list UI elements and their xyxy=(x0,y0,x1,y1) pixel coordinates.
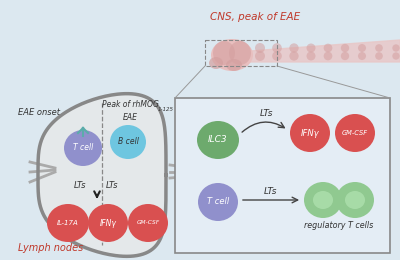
Text: regulatory T cells: regulatory T cells xyxy=(304,220,374,230)
Ellipse shape xyxy=(289,43,299,53)
Text: LTs: LTs xyxy=(264,187,278,197)
Text: EAE onset: EAE onset xyxy=(18,108,60,117)
Ellipse shape xyxy=(304,182,342,218)
Ellipse shape xyxy=(306,51,316,61)
Ellipse shape xyxy=(313,191,333,209)
Ellipse shape xyxy=(345,191,365,209)
Ellipse shape xyxy=(272,43,282,53)
Ellipse shape xyxy=(213,41,235,65)
Text: LTs: LTs xyxy=(106,180,118,190)
Ellipse shape xyxy=(226,59,242,71)
Text: B cell: B cell xyxy=(118,138,138,146)
Ellipse shape xyxy=(47,204,89,242)
Ellipse shape xyxy=(341,52,349,60)
Polygon shape xyxy=(38,94,166,256)
Polygon shape xyxy=(250,40,400,62)
Ellipse shape xyxy=(272,51,282,61)
Ellipse shape xyxy=(198,183,238,221)
Text: LTs: LTs xyxy=(260,109,274,119)
Ellipse shape xyxy=(375,52,383,60)
Text: Lymph nodes: Lymph nodes xyxy=(18,243,83,253)
Text: IFNγ: IFNγ xyxy=(301,128,319,138)
Text: IFNγ: IFNγ xyxy=(100,218,116,228)
Ellipse shape xyxy=(197,121,239,159)
Ellipse shape xyxy=(335,114,375,152)
Ellipse shape xyxy=(336,182,374,218)
Text: 1-125: 1-125 xyxy=(158,107,174,112)
Ellipse shape xyxy=(290,114,330,152)
Ellipse shape xyxy=(64,130,102,166)
Ellipse shape xyxy=(211,39,253,71)
FancyBboxPatch shape xyxy=(175,98,390,253)
Ellipse shape xyxy=(306,43,316,53)
Ellipse shape xyxy=(358,52,366,60)
Ellipse shape xyxy=(229,41,251,65)
Text: IL-17A: IL-17A xyxy=(57,220,79,226)
Ellipse shape xyxy=(255,43,265,53)
Ellipse shape xyxy=(128,204,168,242)
Ellipse shape xyxy=(375,44,383,52)
Ellipse shape xyxy=(358,44,366,52)
Text: T cell: T cell xyxy=(207,198,229,206)
Ellipse shape xyxy=(88,204,128,242)
Ellipse shape xyxy=(324,52,332,60)
Ellipse shape xyxy=(341,44,349,52)
Ellipse shape xyxy=(392,44,400,52)
Text: GM-CSF: GM-CSF xyxy=(342,130,368,136)
Ellipse shape xyxy=(289,51,299,61)
Text: LTs: LTs xyxy=(74,180,86,190)
Bar xyxy=(205,40,277,66)
Text: CNS, peak of EAE: CNS, peak of EAE xyxy=(210,12,300,22)
Ellipse shape xyxy=(392,52,400,60)
Ellipse shape xyxy=(324,44,332,52)
Text: EAE: EAE xyxy=(122,113,138,122)
Text: ILC3: ILC3 xyxy=(208,135,228,145)
Ellipse shape xyxy=(110,125,146,159)
Text: T cell: T cell xyxy=(73,144,93,153)
Text: Peak of rhMOG: Peak of rhMOG xyxy=(102,100,158,109)
Ellipse shape xyxy=(209,57,223,69)
Ellipse shape xyxy=(255,51,265,61)
Text: GM-CSF: GM-CSF xyxy=(136,220,160,225)
